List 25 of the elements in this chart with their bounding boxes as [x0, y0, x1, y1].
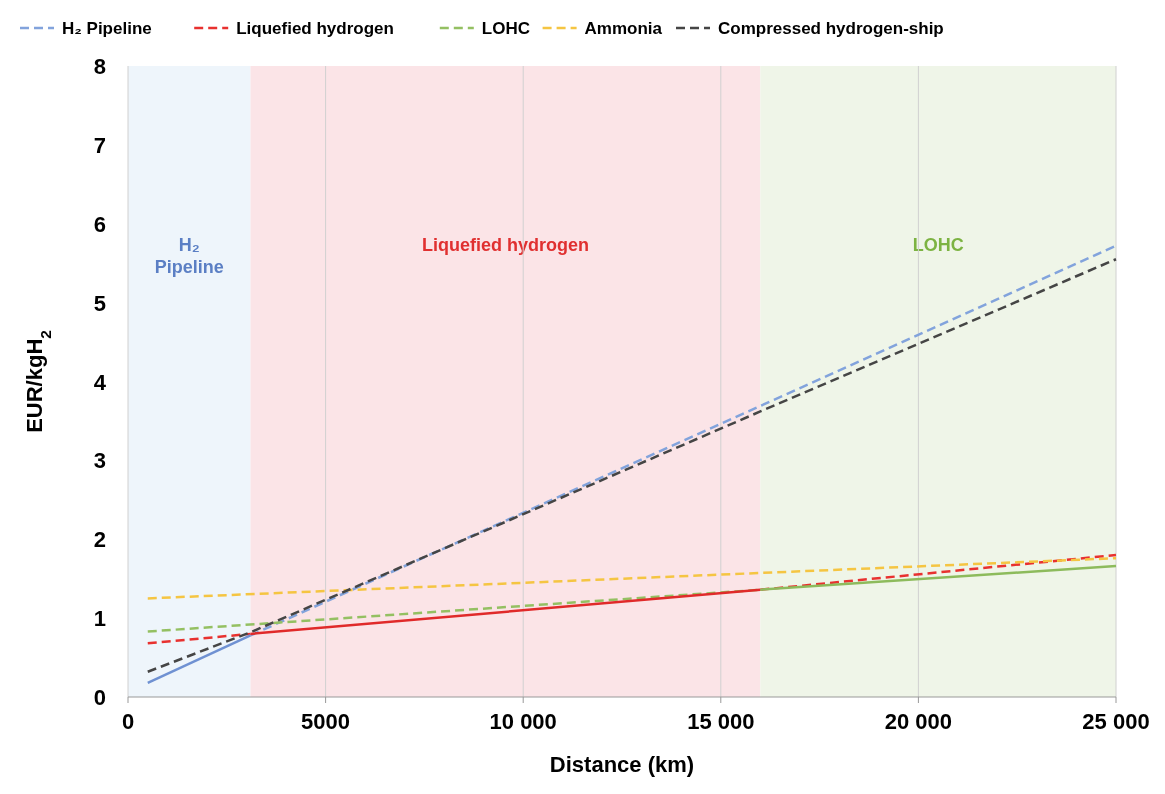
- y-tick-label: 8: [93, 54, 106, 79]
- y-tick-label: 5: [93, 290, 106, 316]
- legend-label: LOHC: [481, 19, 530, 38]
- y-tick-label: 3: [93, 448, 106, 474]
- x-tick-label: 10 000: [489, 709, 557, 734]
- y-tick-label: 7: [93, 132, 106, 158]
- x-tick-label: 15 000: [687, 709, 755, 734]
- x-tick-label: 5000: [301, 709, 351, 734]
- y-tick-label: 0: [93, 685, 106, 710]
- legend-label: Compressed hydrogen-ship: [718, 19, 944, 38]
- x-axis-title: Distance (km): [549, 752, 695, 777]
- line-series: [146, 257, 1118, 674]
- x-tick-label: 20 000: [884, 709, 953, 734]
- band-label: LOHC: [912, 235, 964, 256]
- band-label: Liquefied hydrogen: [421, 235, 589, 256]
- y-tick-label: 1: [93, 606, 106, 632]
- x-tick-label: 25 000: [1082, 709, 1150, 734]
- x-tick-label: 0: [121, 709, 135, 734]
- y-tick-label: 2: [93, 527, 106, 553]
- y-tick-label: 6: [93, 211, 106, 237]
- y-tick-label: 4: [93, 369, 107, 395]
- legend-label: H₂ Pipeline: [62, 19, 152, 38]
- legend-label: Ammonia: [584, 19, 663, 38]
- band-label: H₂ Pipeline: [154, 235, 224, 278]
- legend-label: Liquefied hydrogen: [236, 19, 394, 38]
